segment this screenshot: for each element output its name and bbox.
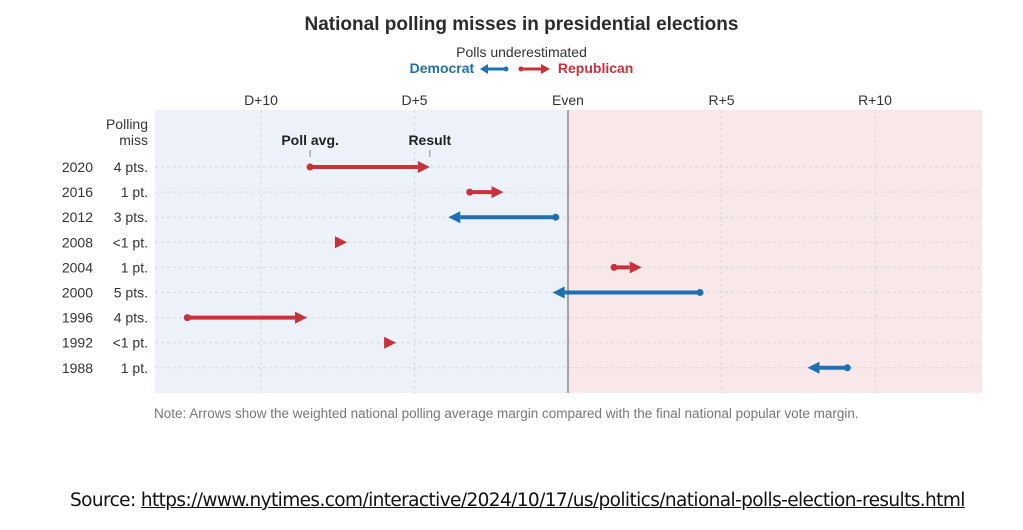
- polling-miss-arrow: [183, 311, 308, 324]
- polling-miss-arrow: [466, 186, 504, 199]
- legend-republican-label: Republican: [557, 60, 634, 76]
- row-year-label: 2004: [62, 259, 93, 275]
- row-year-label: 2000: [62, 285, 93, 301]
- polling-miss-arrow: [807, 361, 851, 374]
- arrow-head: [334, 236, 347, 249]
- result-annotation: Result: [408, 132, 451, 148]
- x-tick-label: Even: [552, 92, 584, 108]
- x-tick-label: D+10: [244, 92, 278, 108]
- legend: Democrat Republican: [0, 60, 1023, 76]
- row-miss-label: 3 pts.: [114, 209, 148, 225]
- polling-miss-arrow: [610, 261, 642, 274]
- row-year-label: 2020: [62, 159, 93, 175]
- x-tick-label: R+10: [858, 92, 892, 108]
- row-year-label: 1988: [62, 360, 93, 376]
- chart-title: National polling misses in presidential …: [304, 14, 739, 35]
- arrow-head: [295, 311, 308, 324]
- row-year-label: 2012: [62, 209, 93, 225]
- row-year-label: 2016: [62, 184, 93, 200]
- row-miss-label: <1 pt.: [113, 335, 148, 351]
- column-header-miss: miss: [119, 132, 148, 148]
- column-header-polling: Polling: [106, 116, 148, 132]
- democrat-background: [155, 110, 568, 393]
- row-miss-label: 1 pt.: [121, 259, 148, 275]
- arrow-head: [384, 336, 397, 349]
- republican-background: [568, 110, 982, 393]
- chart-note: Note: Arrows show the weighted national …: [154, 406, 859, 421]
- row-miss-label: <1 pt.: [113, 234, 148, 250]
- source-line: Source: https://www.nytimes.com/interact…: [70, 490, 965, 511]
- arrow-head: [807, 361, 820, 374]
- polling-miss-arrow: [552, 286, 704, 299]
- poll-avg-annotation: Poll avg.: [281, 132, 339, 148]
- arrow-head: [448, 211, 461, 224]
- row-year-label: 2008: [62, 234, 93, 250]
- x-tick-label: R+5: [708, 92, 734, 108]
- row-miss-label: 4 pts.: [114, 159, 148, 175]
- legend-democrat-label: Democrat: [409, 60, 475, 76]
- poll-average-dot: [696, 289, 704, 296]
- x-tick-label: D+5: [401, 92, 427, 108]
- poll-average-dot: [183, 314, 191, 322]
- row-year-label: 1996: [62, 310, 93, 326]
- legend-republican-arrow-icon: [518, 64, 550, 75]
- row-miss-label: 1 pt.: [121, 360, 148, 376]
- arrow-head: [552, 286, 565, 299]
- source-label: Source:: [70, 490, 141, 511]
- polling-miss-arrow: [448, 211, 560, 224]
- poll-average-dot: [306, 163, 314, 171]
- poll-average-dot: [552, 213, 560, 221]
- legend-heading: Polls underestimated: [456, 44, 587, 60]
- polling-miss-arrow: [306, 161, 430, 173]
- row-miss-label: 1 pt.: [121, 184, 148, 200]
- row-miss-label: 5 pts.: [114, 285, 148, 301]
- arrow-head: [491, 186, 504, 199]
- row-year-label: 1992: [62, 335, 93, 351]
- source-link[interactable]: https://www.nytimes.com/interactive/2024…: [140, 490, 966, 511]
- legend-democrat-arrow-icon: [480, 64, 509, 75]
- arrow-head: [629, 261, 642, 274]
- polling-miss-arrow: [384, 336, 397, 349]
- polling-miss-arrow: [334, 236, 347, 249]
- row-miss-label: 4 pts.: [114, 310, 148, 326]
- arrow-head: [417, 161, 430, 173]
- poll-average-dot: [843, 364, 851, 372]
- poll-average-dot: [466, 188, 474, 196]
- poll-average-dot: [610, 263, 618, 271]
